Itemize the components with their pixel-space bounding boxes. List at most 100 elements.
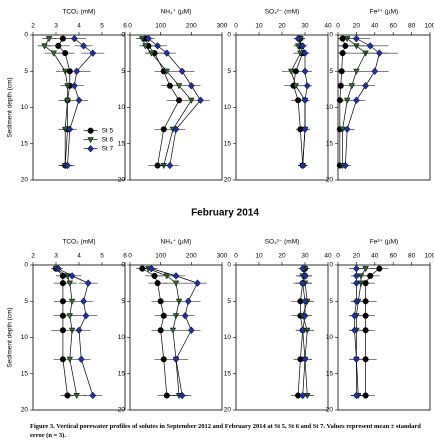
y-tick-label: 10 <box>21 334 29 341</box>
profile-line <box>142 268 168 396</box>
data-point <box>64 161 71 170</box>
y-tick-label: 0 <box>24 32 28 39</box>
profile-line <box>58 268 94 396</box>
profile-line <box>145 38 180 166</box>
data-point <box>303 82 311 90</box>
x-axis-label: NH₄⁺ (µM) <box>161 239 192 246</box>
data-point <box>301 297 309 305</box>
data-point <box>299 326 307 334</box>
plot-frame <box>129 34 223 181</box>
y-tick-label: 10 <box>326 104 334 111</box>
data-point <box>75 326 83 334</box>
data-point <box>77 355 85 363</box>
section-title: February 2014 <box>191 208 259 219</box>
data-point <box>68 298 76 305</box>
legend-label: St 7 <box>102 145 114 152</box>
data-point <box>41 43 48 50</box>
y-tick-label: 10 <box>21 104 29 111</box>
x-axis-label: Fe²⁺ (µM) <box>370 239 398 246</box>
x-tick-label: 4 <box>77 23 81 30</box>
plot-frame <box>337 264 431 411</box>
data-point <box>66 313 74 320</box>
legend-label: St 5 <box>102 127 114 134</box>
data-point <box>66 125 74 133</box>
data-point <box>299 391 307 400</box>
data-point <box>366 42 374 50</box>
data-point <box>352 355 360 363</box>
data-point <box>299 264 307 273</box>
x-tick-label: 30 <box>301 253 309 260</box>
y-tick-label: 5 <box>24 68 28 75</box>
y-tick-label: 10 <box>326 334 334 341</box>
data-point <box>89 49 97 57</box>
data-point <box>163 49 171 57</box>
y-tick-label: 15 <box>21 140 29 147</box>
data-point <box>371 67 379 75</box>
data-point <box>55 42 62 49</box>
data-point <box>376 265 383 272</box>
legend-marker <box>87 137 94 144</box>
legend-marker <box>87 144 95 153</box>
x-tick-label: 40 <box>371 253 379 260</box>
x-tick-label: 0 <box>234 23 238 30</box>
data-point <box>297 50 304 57</box>
x-tick-label: 0 <box>336 253 340 260</box>
data-point <box>352 264 360 273</box>
data-point <box>299 42 307 50</box>
y-tick-label: 20 <box>326 177 334 184</box>
data-point <box>175 83 183 90</box>
data-point <box>187 326 195 334</box>
data-point <box>339 126 346 133</box>
data-point <box>160 163 167 170</box>
x-tick-label: 100 <box>425 253 434 260</box>
data-point <box>352 391 360 400</box>
data-point <box>142 43 149 50</box>
data-point <box>352 297 360 305</box>
y-tick-label: 20 <box>118 177 126 184</box>
plot-frame <box>129 264 223 411</box>
data-point <box>163 392 170 399</box>
data-point <box>304 327 311 334</box>
profile-line <box>148 38 201 166</box>
y-tick-label: 0 <box>227 32 231 39</box>
data-point <box>66 280 74 287</box>
legend-label: St 6 <box>102 136 114 143</box>
data-point <box>70 34 78 43</box>
data-point <box>178 67 186 75</box>
x-tick-label: 200 <box>186 253 197 260</box>
data-point <box>375 49 383 57</box>
x-tick-label: 300 <box>217 23 228 30</box>
y-tick-label: 0 <box>121 262 125 269</box>
y-tick-label: 10 <box>224 104 232 111</box>
data-point <box>163 273 171 280</box>
data-point <box>299 279 307 287</box>
y-tick-label: 0 <box>24 262 28 269</box>
data-point <box>362 82 370 90</box>
data-point <box>70 82 78 90</box>
data-point <box>352 96 360 104</box>
data-point <box>299 161 307 170</box>
data-point <box>178 391 186 400</box>
data-point <box>73 393 80 400</box>
x-tick-label: 40 <box>324 253 332 260</box>
x-tick-label: 3 <box>54 23 58 30</box>
data-point <box>304 393 311 400</box>
x-tick-label: 100 <box>425 23 434 30</box>
data-point <box>301 312 309 320</box>
profile-line <box>151 268 198 396</box>
data-point <box>301 125 309 133</box>
data-point <box>353 68 360 75</box>
x-tick-label: 80 <box>408 253 416 260</box>
y-tick-label: 0 <box>329 32 333 39</box>
y-tick-label: 15 <box>118 370 126 377</box>
data-point <box>148 50 155 57</box>
y-tick-label: 15 <box>21 370 29 377</box>
data-point <box>80 42 88 50</box>
data-point <box>64 97 71 104</box>
data-point <box>45 36 53 43</box>
data-point <box>343 97 351 104</box>
data-point <box>181 312 189 320</box>
x-tick-label: 4 <box>77 253 81 260</box>
data-point <box>157 327 164 334</box>
legend-marker <box>87 127 94 134</box>
